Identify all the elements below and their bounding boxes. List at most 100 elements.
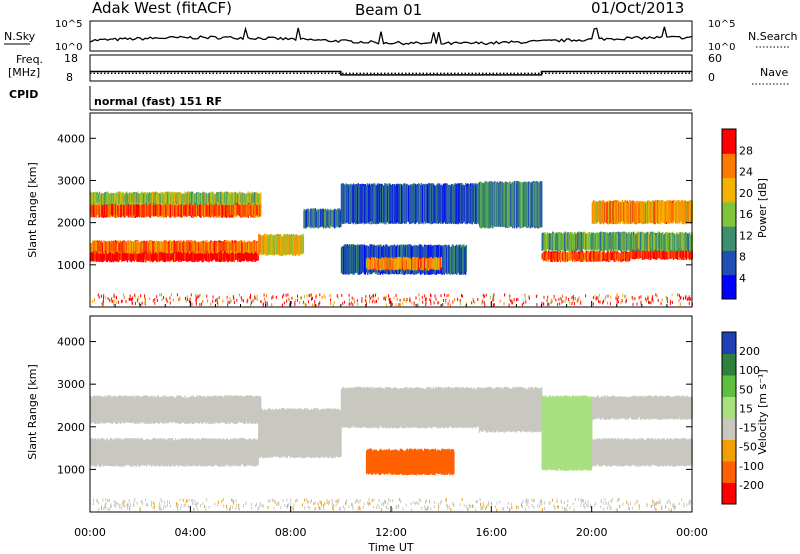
heatmap-cell bbox=[678, 299, 680, 303]
heatmap-cell bbox=[492, 295, 494, 299]
heatmap-cell bbox=[399, 298, 401, 302]
heatmap-cell bbox=[607, 294, 609, 298]
heatmap-cell bbox=[445, 300, 447, 304]
heatmap-cell bbox=[191, 302, 193, 306]
heatmap-cell bbox=[473, 299, 475, 303]
heatmap-cell bbox=[482, 293, 484, 297]
heatmap-cell bbox=[306, 294, 308, 298]
heatmap-cell bbox=[376, 299, 377, 303]
heatmap-cell bbox=[271, 296, 273, 300]
heatmap-cell bbox=[93, 298, 95, 302]
heatmap-cell bbox=[592, 302, 594, 306]
heatmap-cell bbox=[369, 297, 371, 301]
heatmap-cell bbox=[535, 295, 537, 298]
heatmap-cell bbox=[525, 298, 527, 302]
heatmap-cell bbox=[188, 300, 190, 304]
heatmap-cell bbox=[493, 303, 495, 307]
heatmap-cell bbox=[525, 300, 527, 304]
heatmap-cell bbox=[138, 296, 140, 300]
heatmap-cell bbox=[403, 298, 405, 301]
heatmap-cell bbox=[375, 293, 376, 297]
cpid-panel: normal (fast) 151 RF bbox=[89, 86, 692, 111]
heatmap-cell bbox=[656, 294, 658, 298]
heatmap-cell bbox=[206, 294, 208, 298]
heatmap-cell bbox=[250, 296, 251, 300]
heatmap-cell bbox=[311, 295, 313, 299]
heatmap-cell bbox=[621, 299, 623, 303]
colorbar-tick-label: 12 bbox=[739, 229, 753, 242]
heatmap-cell bbox=[352, 303, 354, 307]
heatmap-cell bbox=[413, 302, 415, 306]
heatmap-cell bbox=[330, 298, 331, 302]
heatmap-cell bbox=[457, 297, 459, 301]
colorbar-tick-label: 4 bbox=[739, 272, 746, 285]
heatmap-cell bbox=[233, 297, 235, 301]
heatmap-cell bbox=[609, 302, 611, 306]
heatmap-cell bbox=[179, 296, 181, 300]
heatmap-cell bbox=[511, 301, 512, 305]
heatmap-cell bbox=[132, 296, 134, 300]
heatmap-cell bbox=[573, 302, 575, 306]
heatmap-cell bbox=[512, 301, 514, 305]
heatmap-cell bbox=[287, 293, 289, 297]
heatmap-cell bbox=[430, 302, 432, 306]
heatmap-cell bbox=[92, 300, 94, 303]
heatmap-cell bbox=[266, 294, 267, 298]
y-tick-label: 1000 bbox=[57, 259, 85, 272]
heatmap-cell bbox=[202, 300, 204, 303]
heatmap-cell bbox=[372, 294, 373, 298]
heatmap-cell bbox=[318, 303, 320, 306]
heatmap-cell bbox=[251, 301, 252, 305]
heatmap-cell bbox=[625, 298, 627, 302]
heatmap-cell bbox=[311, 297, 312, 301]
heatmap-cell bbox=[465, 302, 467, 306]
heatmap-cell bbox=[342, 301, 344, 305]
heatmap-cell bbox=[160, 293, 162, 297]
heatmap-cell bbox=[523, 301, 525, 305]
heatmap-cell bbox=[485, 293, 487, 297]
heatmap-cell bbox=[385, 303, 387, 307]
heatmap-cell bbox=[483, 301, 485, 305]
heatmap-cell bbox=[161, 298, 163, 302]
heatmap-cell bbox=[250, 299, 252, 303]
heatmap-cell bbox=[483, 294, 485, 298]
heatmap-cell bbox=[460, 302, 462, 306]
heatmap-cell bbox=[290, 301, 292, 305]
heatmap-cell bbox=[634, 297, 636, 301]
heatmap-cell bbox=[595, 297, 597, 301]
heatmap-cell bbox=[666, 300, 668, 304]
heatmap-cell bbox=[640, 295, 642, 299]
heatmap-cell bbox=[291, 296, 293, 300]
heatmap-cell bbox=[602, 300, 604, 304]
heatmap-cell bbox=[308, 294, 310, 298]
heatmap-cell bbox=[477, 298, 479, 301]
heatmap-cell bbox=[128, 297, 130, 301]
heatmap-cell bbox=[285, 293, 287, 297]
heatmap-cell bbox=[536, 303, 538, 307]
heatmap-cell bbox=[154, 301, 156, 305]
heatmap-cell bbox=[105, 296, 107, 300]
heatmap-cell bbox=[282, 295, 283, 299]
heatmap-cell bbox=[243, 299, 244, 303]
heatmap-cell bbox=[560, 297, 562, 301]
heatmap-cell bbox=[371, 300, 373, 304]
heatmap-cell bbox=[216, 297, 218, 301]
heatmap-cell bbox=[230, 299, 232, 303]
sky-right-label: N.Search bbox=[748, 30, 798, 43]
heatmap-cell bbox=[615, 296, 617, 300]
sky-right-tick-bottom: 10^0 bbox=[708, 42, 735, 53]
heatmap-cell bbox=[260, 300, 262, 304]
heatmap-cell bbox=[195, 298, 196, 302]
heatmap-cell bbox=[199, 303, 201, 307]
heatmap-cell bbox=[508, 303, 510, 307]
y-tick-label: 2000 bbox=[57, 217, 85, 230]
heatmap-cell bbox=[682, 296, 684, 300]
heatmap-cell bbox=[516, 298, 517, 302]
heatmap-cell bbox=[398, 303, 400, 307]
heatmap-cell bbox=[679, 294, 680, 298]
heatmap-cell bbox=[262, 303, 264, 307]
heatmap-cell bbox=[406, 298, 408, 301]
heatmap-cell bbox=[648, 300, 649, 304]
